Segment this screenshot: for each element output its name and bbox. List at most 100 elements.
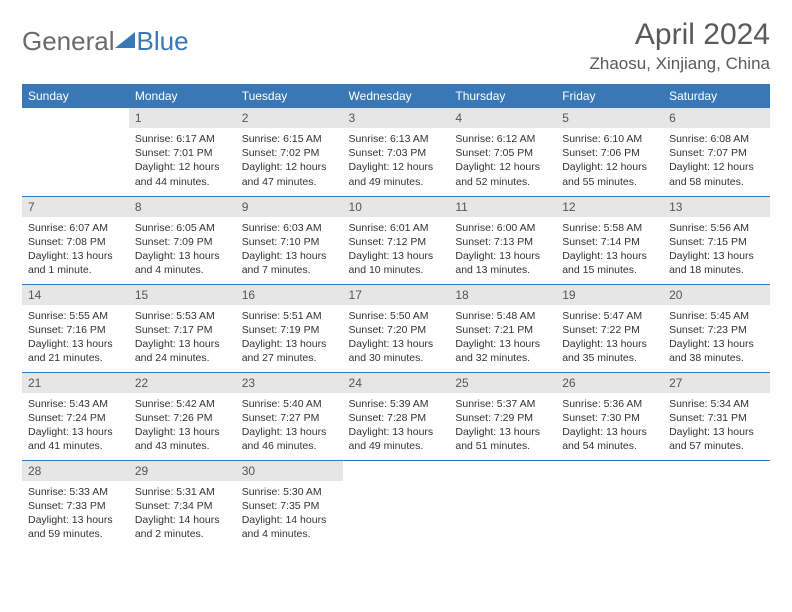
day-details: Sunrise: 5:48 AMSunset: 7:21 PMDaylight:… — [449, 305, 556, 372]
day-number: 26 — [556, 373, 663, 393]
calendar-week-row: 28Sunrise: 5:33 AMSunset: 7:33 PMDayligh… — [22, 460, 770, 548]
calendar-day-cell: 20Sunrise: 5:45 AMSunset: 7:23 PMDayligh… — [663, 284, 770, 372]
day-number: 28 — [22, 461, 129, 481]
day-details: Sunrise: 5:36 AMSunset: 7:30 PMDaylight:… — [556, 393, 663, 460]
day-number: 11 — [449, 197, 556, 217]
calendar-day-cell: 14Sunrise: 5:55 AMSunset: 7:16 PMDayligh… — [22, 284, 129, 372]
day-number: 21 — [22, 373, 129, 393]
calendar-day-cell — [22, 108, 129, 196]
day-number: 18 — [449, 285, 556, 305]
day-number: 23 — [236, 373, 343, 393]
day-details: Sunrise: 5:47 AMSunset: 7:22 PMDaylight:… — [556, 305, 663, 372]
day-number: 16 — [236, 285, 343, 305]
logo-text-general: General — [22, 26, 115, 57]
calendar-day-cell: 10Sunrise: 6:01 AMSunset: 7:12 PMDayligh… — [343, 196, 450, 284]
logo-triangle-icon — [115, 32, 135, 48]
day-details: Sunrise: 5:53 AMSunset: 7:17 PMDaylight:… — [129, 305, 236, 372]
day-details: Sunrise: 5:43 AMSunset: 7:24 PMDaylight:… — [22, 393, 129, 460]
day-details: Sunrise: 6:05 AMSunset: 7:09 PMDaylight:… — [129, 217, 236, 284]
calendar-day-cell: 29Sunrise: 5:31 AMSunset: 7:34 PMDayligh… — [129, 460, 236, 548]
calendar-week-row: 21Sunrise: 5:43 AMSunset: 7:24 PMDayligh… — [22, 372, 770, 460]
day-details: Sunrise: 5:51 AMSunset: 7:19 PMDaylight:… — [236, 305, 343, 372]
day-details: Sunrise: 6:07 AMSunset: 7:08 PMDaylight:… — [22, 217, 129, 284]
calendar-day-cell: 3Sunrise: 6:13 AMSunset: 7:03 PMDaylight… — [343, 108, 450, 196]
day-details: Sunrise: 5:30 AMSunset: 7:35 PMDaylight:… — [236, 481, 343, 548]
calendar-day-cell: 4Sunrise: 6:12 AMSunset: 7:05 PMDaylight… — [449, 108, 556, 196]
day-number: 12 — [556, 197, 663, 217]
calendar-day-cell: 19Sunrise: 5:47 AMSunset: 7:22 PMDayligh… — [556, 284, 663, 372]
calendar-week-row: 14Sunrise: 5:55 AMSunset: 7:16 PMDayligh… — [22, 284, 770, 372]
day-details: Sunrise: 5:50 AMSunset: 7:20 PMDaylight:… — [343, 305, 450, 372]
calendar-day-cell: 1Sunrise: 6:17 AMSunset: 7:01 PMDaylight… — [129, 108, 236, 196]
calendar-day-cell: 26Sunrise: 5:36 AMSunset: 7:30 PMDayligh… — [556, 372, 663, 460]
day-number: 24 — [343, 373, 450, 393]
calendar-week-row: 1Sunrise: 6:17 AMSunset: 7:01 PMDaylight… — [22, 108, 770, 196]
day-number: 15 — [129, 285, 236, 305]
day-details: Sunrise: 5:58 AMSunset: 7:14 PMDaylight:… — [556, 217, 663, 284]
weekday-header: Thursday — [449, 84, 556, 108]
calendar-day-cell: 22Sunrise: 5:42 AMSunset: 7:26 PMDayligh… — [129, 372, 236, 460]
location-label: Zhaosu, Xinjiang, China — [589, 54, 770, 74]
day-number: 20 — [663, 285, 770, 305]
weekday-header: Tuesday — [236, 84, 343, 108]
day-number: 1 — [129, 108, 236, 128]
weekday-header: Sunday — [22, 84, 129, 108]
day-number: 2 — [236, 108, 343, 128]
day-details: Sunrise: 5:33 AMSunset: 7:33 PMDaylight:… — [22, 481, 129, 548]
day-details: Sunrise: 6:01 AMSunset: 7:12 PMDaylight:… — [343, 217, 450, 284]
logo-text-blue: Blue — [137, 26, 189, 57]
day-details: Sunrise: 5:37 AMSunset: 7:29 PMDaylight:… — [449, 393, 556, 460]
day-details: Sunrise: 5:34 AMSunset: 7:31 PMDaylight:… — [663, 393, 770, 460]
calendar-day-cell: 21Sunrise: 5:43 AMSunset: 7:24 PMDayligh… — [22, 372, 129, 460]
weekday-header: Wednesday — [343, 84, 450, 108]
day-number: 3 — [343, 108, 450, 128]
calendar-day-cell: 5Sunrise: 6:10 AMSunset: 7:06 PMDaylight… — [556, 108, 663, 196]
day-details: Sunrise: 5:45 AMSunset: 7:23 PMDaylight:… — [663, 305, 770, 372]
day-details: Sunrise: 5:42 AMSunset: 7:26 PMDaylight:… — [129, 393, 236, 460]
day-number: 7 — [22, 197, 129, 217]
header: General Blue April 2024 Zhaosu, Xinjiang… — [22, 18, 770, 74]
day-number: 19 — [556, 285, 663, 305]
calendar-day-cell: 16Sunrise: 5:51 AMSunset: 7:19 PMDayligh… — [236, 284, 343, 372]
day-number: 10 — [343, 197, 450, 217]
weekday-header: Saturday — [663, 84, 770, 108]
day-number: 13 — [663, 197, 770, 217]
day-number: 9 — [236, 197, 343, 217]
calendar-day-cell — [663, 460, 770, 548]
day-number: 22 — [129, 373, 236, 393]
day-details: Sunrise: 6:10 AMSunset: 7:06 PMDaylight:… — [556, 128, 663, 195]
calendar-day-cell — [556, 460, 663, 548]
day-details: Sunrise: 5:39 AMSunset: 7:28 PMDaylight:… — [343, 393, 450, 460]
calendar-day-cell: 24Sunrise: 5:39 AMSunset: 7:28 PMDayligh… — [343, 372, 450, 460]
day-details: Sunrise: 5:55 AMSunset: 7:16 PMDaylight:… — [22, 305, 129, 372]
calendar-day-cell: 15Sunrise: 5:53 AMSunset: 7:17 PMDayligh… — [129, 284, 236, 372]
calendar-day-cell: 11Sunrise: 6:00 AMSunset: 7:13 PMDayligh… — [449, 196, 556, 284]
day-details: Sunrise: 5:56 AMSunset: 7:15 PMDaylight:… — [663, 217, 770, 284]
calendar-day-cell: 28Sunrise: 5:33 AMSunset: 7:33 PMDayligh… — [22, 460, 129, 548]
calendar-day-cell: 25Sunrise: 5:37 AMSunset: 7:29 PMDayligh… — [449, 372, 556, 460]
calendar-day-cell — [449, 460, 556, 548]
day-details: Sunrise: 6:13 AMSunset: 7:03 PMDaylight:… — [343, 128, 450, 195]
day-number: 4 — [449, 108, 556, 128]
weekday-header: Monday — [129, 84, 236, 108]
calendar-day-cell: 18Sunrise: 5:48 AMSunset: 7:21 PMDayligh… — [449, 284, 556, 372]
day-number: 5 — [556, 108, 663, 128]
day-details: Sunrise: 6:17 AMSunset: 7:01 PMDaylight:… — [129, 128, 236, 195]
day-details: Sunrise: 5:31 AMSunset: 7:34 PMDaylight:… — [129, 481, 236, 548]
calendar-day-cell: 7Sunrise: 6:07 AMSunset: 7:08 PMDaylight… — [22, 196, 129, 284]
calendar-day-cell: 17Sunrise: 5:50 AMSunset: 7:20 PMDayligh… — [343, 284, 450, 372]
day-details: Sunrise: 6:12 AMSunset: 7:05 PMDaylight:… — [449, 128, 556, 195]
day-number: 8 — [129, 197, 236, 217]
day-number: 30 — [236, 461, 343, 481]
day-details: Sunrise: 6:03 AMSunset: 7:10 PMDaylight:… — [236, 217, 343, 284]
calendar-table: Sunday Monday Tuesday Wednesday Thursday… — [22, 84, 770, 548]
calendar-day-cell: 13Sunrise: 5:56 AMSunset: 7:15 PMDayligh… — [663, 196, 770, 284]
day-number: 27 — [663, 373, 770, 393]
calendar-week-row: 7Sunrise: 6:07 AMSunset: 7:08 PMDaylight… — [22, 196, 770, 284]
day-number: 17 — [343, 285, 450, 305]
calendar-day-cell: 30Sunrise: 5:30 AMSunset: 7:35 PMDayligh… — [236, 460, 343, 548]
title-block: April 2024 Zhaosu, Xinjiang, China — [589, 18, 770, 74]
calendar-day-cell: 6Sunrise: 6:08 AMSunset: 7:07 PMDaylight… — [663, 108, 770, 196]
logo: General Blue — [22, 18, 189, 57]
day-details: Sunrise: 5:40 AMSunset: 7:27 PMDaylight:… — [236, 393, 343, 460]
